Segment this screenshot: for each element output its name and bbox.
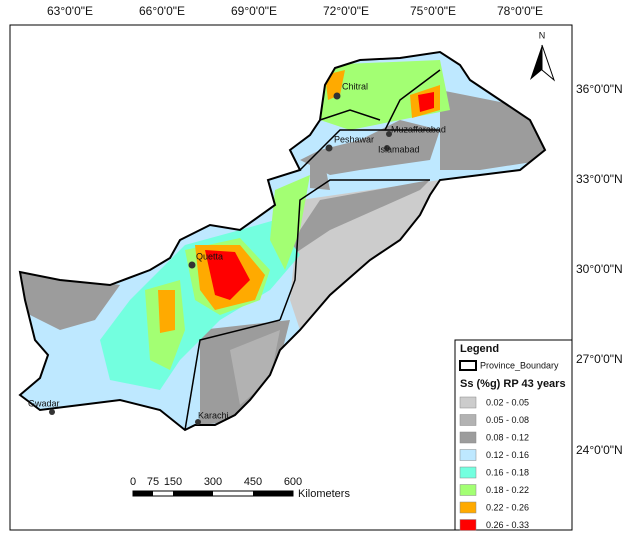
legend-label: 0.18 - 0.22 xyxy=(486,485,529,495)
city-points xyxy=(49,92,392,425)
legend-swatch xyxy=(459,519,477,531)
city-label: Peshawar xyxy=(334,134,374,144)
city-label: Quetta xyxy=(196,251,223,261)
latitude-label: 33°0'0"N xyxy=(576,172,623,186)
city-label: Karachi xyxy=(198,410,229,420)
latitude-label: 30°0'0"N xyxy=(576,262,623,276)
legend-label: Province_Boundary xyxy=(480,360,559,370)
legend-label: 0.12 - 0.16 xyxy=(486,450,529,460)
scale-bar xyxy=(132,490,294,497)
legend-label: 0.05 - 0.08 xyxy=(486,415,529,425)
latitude-label: 24°0'0"N xyxy=(576,443,623,457)
scale-unit: Kilometers xyxy=(298,488,350,500)
legend-label: 0.02 - 0.05 xyxy=(486,397,529,407)
north-label: N xyxy=(539,30,546,40)
longitude-label: 63°0'0"E xyxy=(47,4,93,18)
legend-label: 0.26 - 0.33 xyxy=(486,520,529,530)
legend-title: Legend xyxy=(460,343,499,355)
longitude-label: 75°0'0"E xyxy=(410,4,456,18)
legend-label: 0.22 - 0.26 xyxy=(486,502,529,512)
city-label: Chitral xyxy=(342,81,368,91)
latitude-label: 27°0'0"N xyxy=(576,352,623,366)
longitude-label: 69°0'0"E xyxy=(231,4,277,18)
province-boundaries xyxy=(184,69,441,431)
boundary-swatch xyxy=(459,360,477,371)
city-label: Islamabad xyxy=(378,144,420,154)
latitude-label: 36°0'0"N xyxy=(576,82,623,96)
scale-label: 300 xyxy=(204,476,222,488)
legend-subtitle: Ss (%g) RP 43 years xyxy=(460,378,566,390)
longitude-label: 72°0'0"E xyxy=(323,4,369,18)
scale-label: 75 xyxy=(147,476,159,488)
north-arrow: N xyxy=(530,30,556,82)
legend-swatch xyxy=(459,484,477,496)
city-label: Gwadar xyxy=(28,398,60,408)
legend-label: 0.08 - 0.12 xyxy=(486,432,529,442)
legend-swatch xyxy=(459,501,477,514)
longitude-label: 78°0'0"E xyxy=(497,4,543,18)
legend-swatch xyxy=(459,449,477,461)
legend-swatch xyxy=(459,396,477,409)
legend-swatch xyxy=(459,466,477,479)
legend-swatch xyxy=(459,431,477,444)
scale-label: 600 xyxy=(284,476,302,488)
scale-label: 0 xyxy=(130,476,136,488)
legend-swatch xyxy=(459,414,477,426)
scale-label: 450 xyxy=(244,476,262,488)
city-label: Muzaffarabad xyxy=(391,124,446,134)
scale-label: 150 xyxy=(164,476,182,488)
longitude-label: 66°0'0"E xyxy=(139,4,185,18)
legend-label: 0.16 - 0.18 xyxy=(486,467,529,477)
